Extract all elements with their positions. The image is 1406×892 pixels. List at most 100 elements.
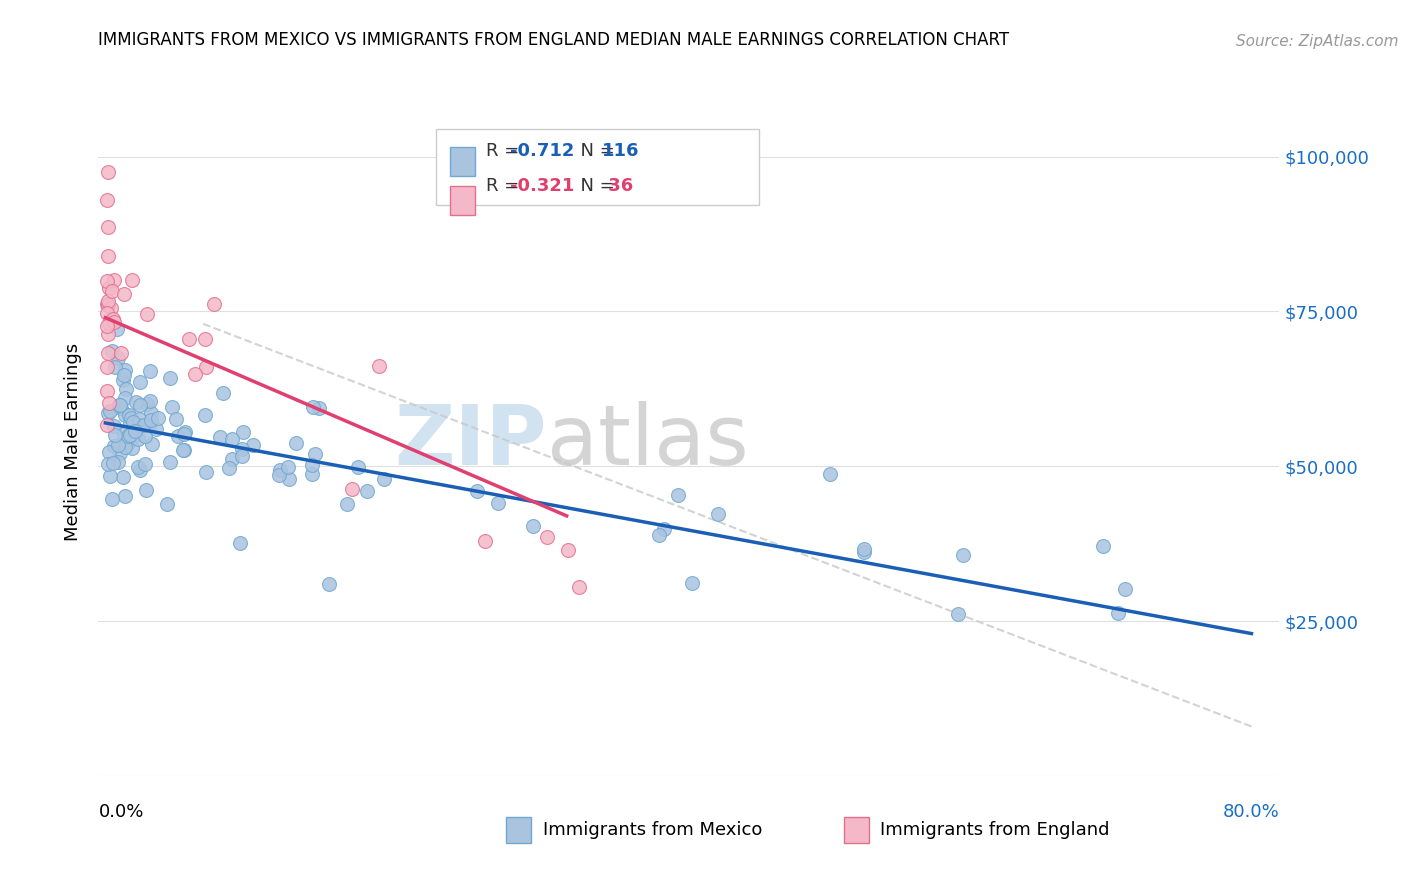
- Y-axis label: Median Male Earnings: Median Male Earnings: [65, 343, 83, 541]
- Point: [1114, 582, 1136, 596]
- Point: [139, 394, 162, 409]
- Point: [184, 367, 207, 381]
- Point: [141, 437, 163, 451]
- Point: [127, 432, 149, 446]
- Point: [285, 436, 308, 450]
- Point: [231, 449, 253, 463]
- Point: [104, 360, 127, 375]
- Point: [108, 400, 131, 414]
- Point: [110, 401, 132, 416]
- Point: [96, 359, 118, 374]
- Point: [98, 396, 121, 410]
- Point: [139, 406, 162, 420]
- Point: [277, 472, 299, 486]
- Point: [117, 436, 139, 450]
- Point: [114, 408, 136, 422]
- Point: [165, 412, 187, 426]
- Point: [97, 457, 120, 471]
- Point: [1108, 606, 1130, 620]
- Text: Source: ZipAtlas.com: Source: ZipAtlas.com: [1236, 34, 1399, 49]
- Point: [212, 385, 235, 400]
- Text: 0.0%: 0.0%: [98, 803, 143, 821]
- Point: [104, 428, 127, 442]
- Text: atlas: atlas: [547, 401, 749, 482]
- Point: [853, 545, 876, 559]
- Point: [952, 548, 974, 562]
- Point: [96, 319, 118, 334]
- Point: [208, 430, 231, 444]
- Text: Immigrants from England: Immigrants from England: [880, 822, 1109, 839]
- Point: [267, 468, 290, 483]
- Point: [301, 467, 323, 482]
- Point: [536, 531, 558, 545]
- Point: [98, 404, 121, 418]
- Point: [122, 415, 145, 429]
- Point: [1092, 540, 1115, 554]
- Point: [107, 398, 129, 412]
- Point: [568, 580, 591, 594]
- Point: [124, 424, 146, 438]
- Point: [652, 522, 675, 536]
- Point: [159, 455, 181, 469]
- Text: R =: R =: [486, 177, 526, 194]
- Point: [98, 469, 121, 483]
- Point: [111, 373, 134, 387]
- Point: [195, 465, 218, 479]
- Point: [108, 446, 131, 460]
- Point: [242, 438, 264, 452]
- Point: [269, 462, 291, 476]
- Point: [101, 456, 124, 470]
- Point: [103, 314, 125, 328]
- Point: [101, 492, 124, 507]
- Point: [112, 470, 135, 484]
- Point: [346, 459, 368, 474]
- Point: [340, 482, 363, 496]
- Point: [174, 425, 197, 440]
- Point: [852, 541, 875, 556]
- Text: -0.712: -0.712: [510, 142, 575, 160]
- Point: [681, 576, 703, 591]
- Point: [128, 411, 150, 425]
- Point: [173, 426, 195, 441]
- Point: [112, 427, 135, 442]
- Point: [146, 411, 169, 425]
- Point: [277, 459, 299, 474]
- Point: [101, 312, 124, 326]
- Point: [114, 440, 136, 454]
- Point: [108, 398, 131, 412]
- Text: N =: N =: [569, 177, 621, 194]
- Point: [107, 438, 129, 452]
- Point: [112, 368, 135, 383]
- Point: [134, 428, 156, 442]
- Point: [120, 427, 142, 442]
- Point: [128, 375, 150, 389]
- Point: [221, 432, 243, 446]
- Point: [103, 418, 125, 433]
- Point: [112, 287, 135, 301]
- Point: [98, 281, 121, 295]
- Point: [202, 297, 225, 311]
- Point: [114, 489, 136, 503]
- Point: [172, 442, 194, 457]
- Point: [121, 273, 143, 287]
- Point: [100, 301, 122, 315]
- Point: [128, 397, 150, 411]
- Point: [96, 297, 118, 311]
- Point: [103, 273, 125, 287]
- Text: 80.0%: 80.0%: [1223, 803, 1279, 821]
- Point: [97, 345, 120, 359]
- Point: [139, 364, 162, 378]
- Point: [96, 384, 118, 398]
- Point: [107, 351, 129, 366]
- Point: [135, 483, 157, 497]
- Point: [97, 444, 120, 458]
- Text: R =: R =: [486, 142, 526, 160]
- Point: [194, 333, 217, 347]
- Point: [668, 488, 690, 502]
- Point: [301, 458, 323, 472]
- Point: [132, 418, 155, 433]
- Point: [96, 193, 118, 207]
- Point: [159, 371, 181, 385]
- Point: [177, 333, 200, 347]
- Point: [167, 428, 190, 442]
